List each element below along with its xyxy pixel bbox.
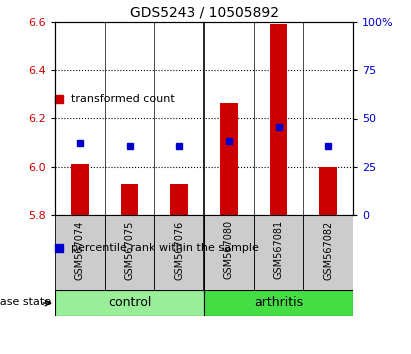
FancyBboxPatch shape [155, 215, 204, 290]
Text: disease state: disease state [0, 297, 51, 307]
Title: GDS5243 / 10505892: GDS5243 / 10505892 [129, 5, 279, 19]
Text: GSM567076: GSM567076 [174, 220, 184, 280]
FancyBboxPatch shape [204, 215, 254, 290]
FancyBboxPatch shape [55, 290, 204, 316]
Text: GSM567081: GSM567081 [273, 220, 284, 279]
FancyBboxPatch shape [105, 215, 155, 290]
Bar [319, 167, 337, 215]
FancyBboxPatch shape [55, 215, 105, 290]
Text: GSM567080: GSM567080 [224, 220, 234, 279]
Text: GSM567082: GSM567082 [323, 220, 333, 280]
Text: GSM567075: GSM567075 [125, 220, 134, 280]
Text: percentile rank within the sample: percentile rank within the sample [72, 243, 259, 253]
Bar [121, 184, 138, 215]
Text: arthritis: arthritis [254, 297, 303, 309]
FancyBboxPatch shape [204, 290, 353, 316]
Text: GSM567074: GSM567074 [75, 220, 85, 280]
FancyBboxPatch shape [254, 215, 303, 290]
Text: transformed count: transformed count [72, 94, 175, 104]
Bar [71, 164, 88, 215]
FancyBboxPatch shape [303, 215, 353, 290]
Text: control: control [108, 297, 151, 309]
Bar [270, 24, 287, 215]
Bar [220, 103, 238, 215]
Bar [171, 184, 188, 215]
